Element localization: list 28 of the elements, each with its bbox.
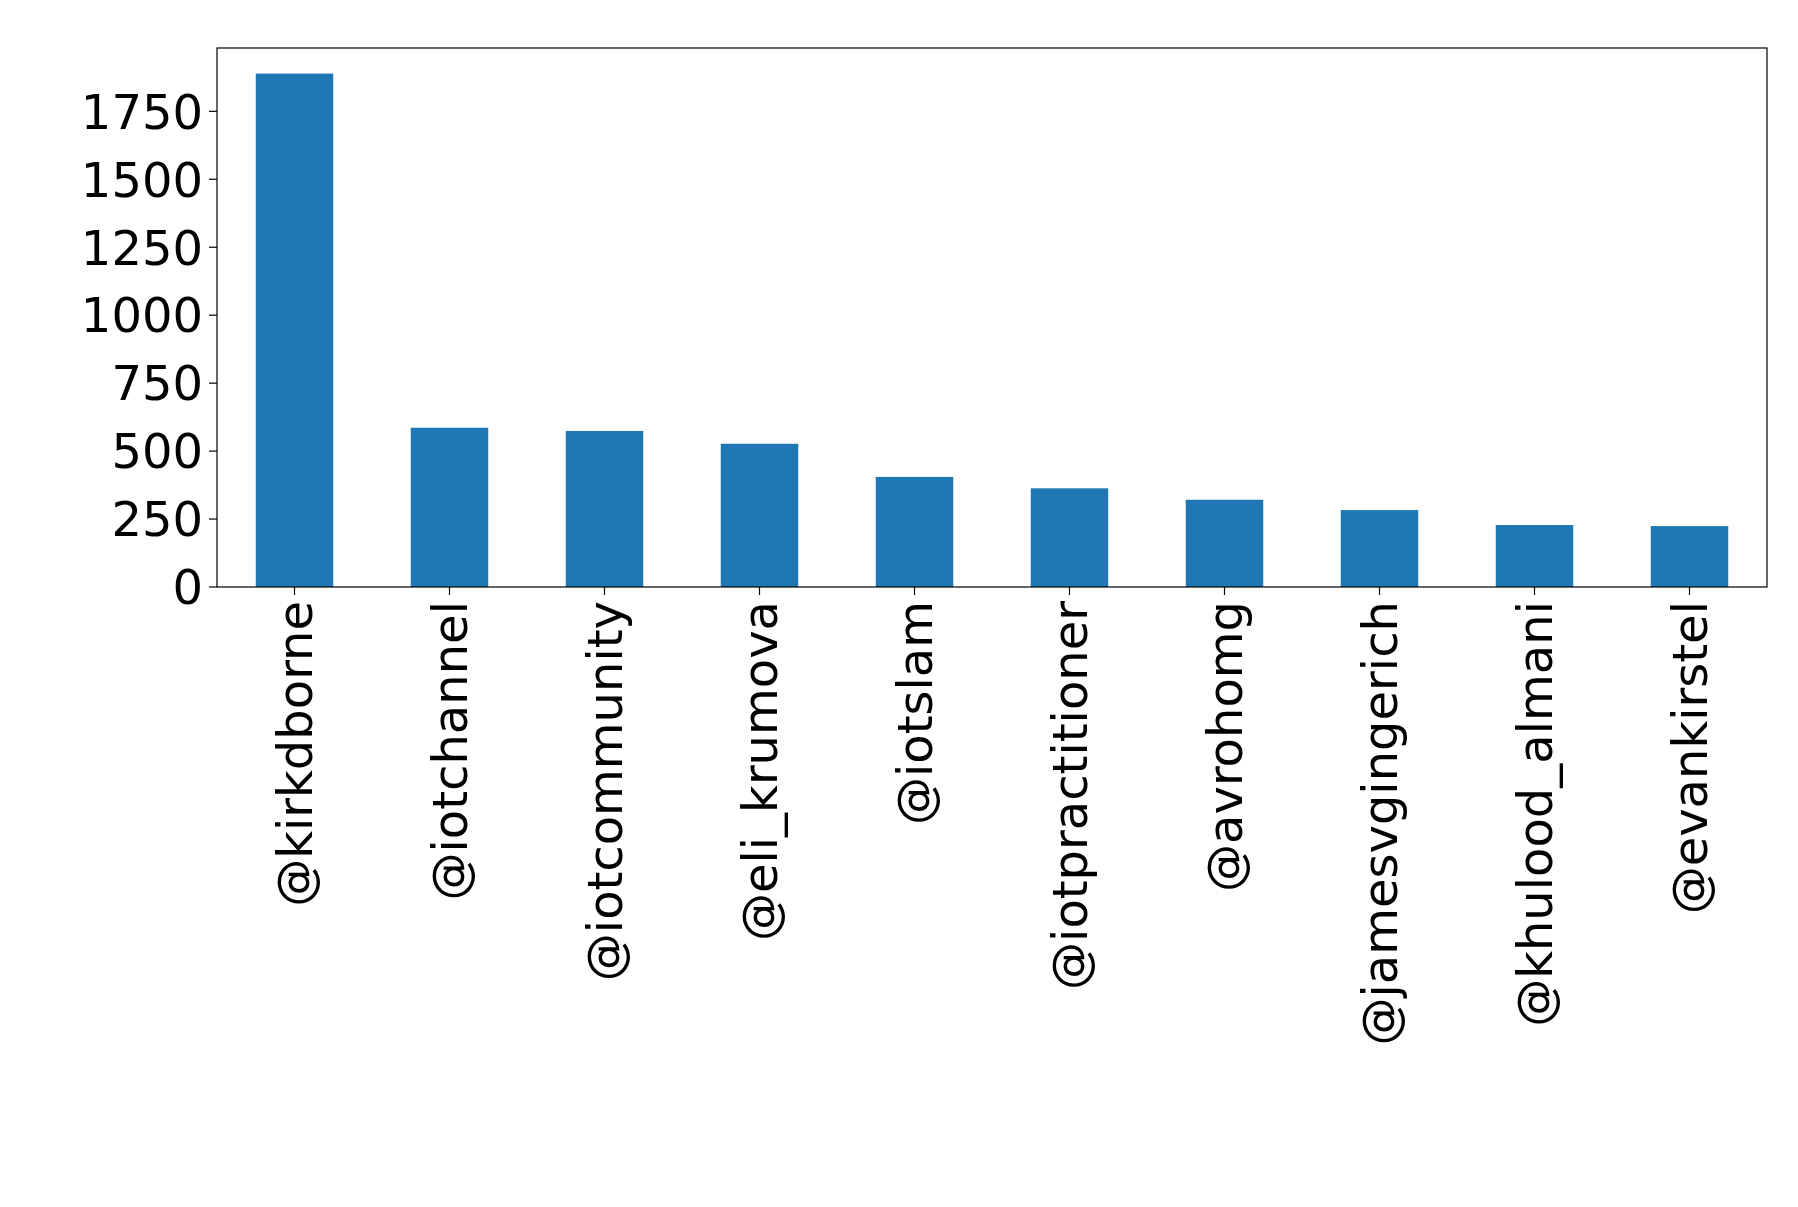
- y-tick-label: 1750: [80, 83, 203, 140]
- bar: [720, 443, 799, 587]
- bar: [1495, 525, 1574, 587]
- x-tick-label: @jamesvgingerich: [1351, 601, 1408, 1046]
- bar: [1185, 499, 1264, 587]
- x-tick-label: @evankirstel: [1661, 601, 1718, 915]
- x-tick-label: @iotcommunity: [576, 601, 633, 982]
- x-tick-label: @avrohomg: [1196, 601, 1253, 892]
- y-tick-label: 0: [172, 559, 203, 616]
- y-tick-label: 750: [111, 355, 203, 412]
- bar: [1030, 488, 1109, 587]
- bar: [255, 73, 334, 587]
- x-tick-label: @kirkdborne: [266, 601, 323, 907]
- y-tick-label: 1000: [80, 287, 203, 344]
- y-tick-label: 1500: [80, 151, 203, 208]
- bar: [1340, 510, 1419, 587]
- x-tick-label: @khulood_almani: [1506, 601, 1563, 1027]
- y-tick-label: 500: [111, 423, 203, 480]
- x-tick-label: @iotchannel: [421, 601, 478, 901]
- x-tick-label: @iotpractitioner: [1041, 600, 1098, 990]
- y-tick-label: 250: [111, 491, 203, 548]
- x-tick-label: @eli_krumova: [731, 601, 788, 942]
- bar: [875, 476, 954, 587]
- x-tick-label: @iotslam: [886, 601, 943, 826]
- bar: [1650, 526, 1729, 587]
- bar: [565, 430, 644, 587]
- y-tick-label: 1250: [80, 219, 203, 276]
- bar: [410, 427, 489, 587]
